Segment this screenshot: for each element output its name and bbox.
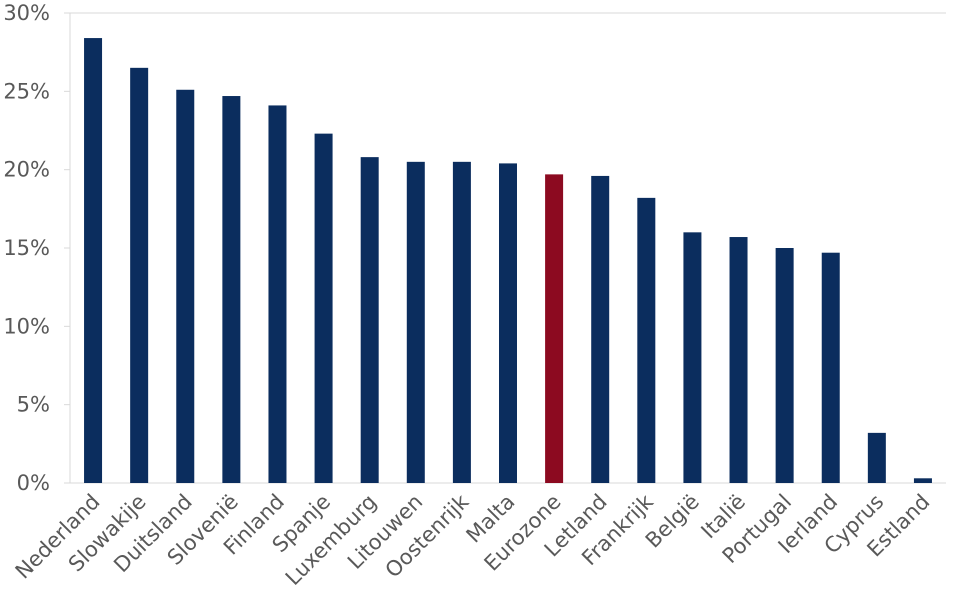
bar-0	[84, 38, 103, 484]
bar-12	[637, 197, 656, 483]
x-axis-labels: NederlandSlowakijeDuitslandSloveniëFinla…	[11, 489, 935, 590]
bar-2	[176, 89, 195, 484]
bar-17	[867, 432, 886, 483]
bar-4	[268, 105, 287, 483]
bar-16	[821, 252, 840, 483]
bar-5	[314, 133, 333, 483]
bar-15	[775, 248, 794, 483]
bar-1	[130, 67, 149, 483]
y-tick-label: 30%	[3, 1, 50, 25]
bar-10	[545, 174, 564, 483]
bar-6	[360, 157, 379, 483]
y-tick-label: 20%	[3, 158, 50, 182]
bar-3	[222, 96, 241, 484]
y-tick-label: 10%	[3, 314, 50, 338]
y-axis-ticks: 0% 5% 10% 15% 20% 25% 30%	[3, 1, 50, 495]
bars	[84, 38, 932, 484]
bar-13	[683, 232, 702, 483]
bar-14	[729, 237, 748, 483]
y-tick-label: 25%	[3, 79, 50, 103]
bar-11	[591, 175, 610, 483]
bar-8	[452, 161, 471, 484]
bar-18	[913, 478, 932, 483]
bar-9	[499, 163, 517, 483]
y-tick-label: 0%	[17, 471, 50, 495]
bar-7	[406, 161, 425, 484]
y-tick-label: 5%	[17, 393, 50, 417]
y-tick-label: 15%	[3, 236, 50, 260]
